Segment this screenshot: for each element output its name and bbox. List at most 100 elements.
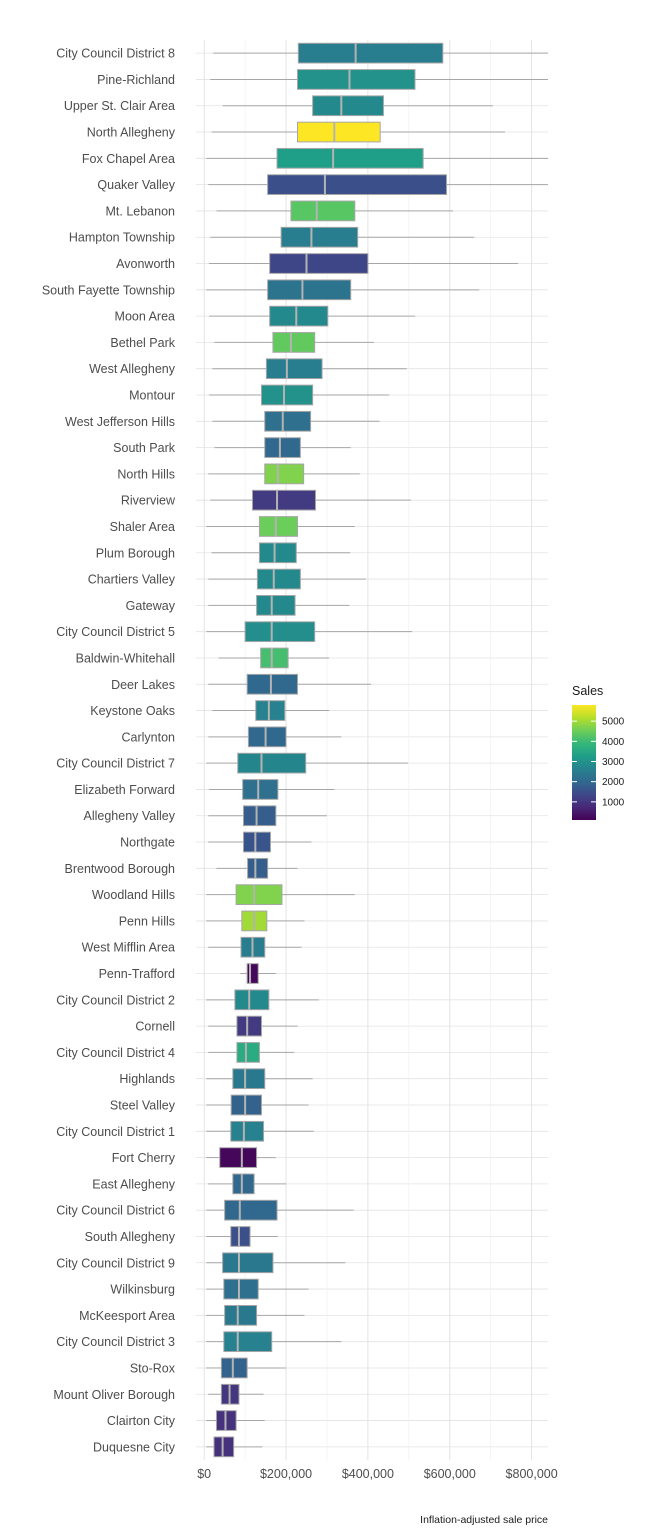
category-label: Avonworth xyxy=(116,257,175,271)
category-label: North Allegheny xyxy=(87,126,176,140)
box-iqr xyxy=(290,200,356,222)
category-label: Mount Oliver Borough xyxy=(53,1388,175,1402)
box-south-allegheny xyxy=(206,1226,278,1247)
category-label: Penn-Trafford xyxy=(99,967,175,981)
category-label: Deer Lakes xyxy=(111,678,175,692)
box-shaler-area xyxy=(206,516,355,537)
box-west-mifflin-area xyxy=(208,936,302,958)
category-label: Quaker Valley xyxy=(97,178,175,192)
box-city-council-district-3 xyxy=(206,1331,342,1353)
box-iqr xyxy=(247,857,269,879)
box-iqr xyxy=(269,253,369,274)
box-deer-lakes xyxy=(208,673,372,695)
box-city-council-district-4 xyxy=(208,1042,295,1063)
box-city-council-district-9 xyxy=(206,1252,346,1274)
box-iqr xyxy=(223,1331,273,1353)
category-label: City Council District 2 xyxy=(56,993,175,1007)
box-city-council-district-1 xyxy=(206,1120,314,1142)
box-north-allegheny xyxy=(211,121,506,143)
box-iqr xyxy=(219,1147,258,1168)
category-label: East Allegheny xyxy=(92,1177,175,1191)
box-iqr xyxy=(224,1305,258,1326)
category-label: Plum Borough xyxy=(96,546,175,560)
category-label: City Council District 7 xyxy=(56,757,175,771)
category-label: Woodland Hills xyxy=(92,888,175,902)
category-label: Fort Cherry xyxy=(112,1151,176,1165)
box-iqr xyxy=(312,95,384,117)
category-label: City Council District 9 xyxy=(56,1256,175,1270)
box-cornell xyxy=(208,1015,298,1037)
x-tick-label: $600,000 xyxy=(424,1467,476,1481)
x-axis-ticks: $0 $200,000 $400,000 $600,000 $800,000 xyxy=(197,1467,558,1481)
category-label: Montour xyxy=(129,389,175,403)
box-iqr xyxy=(247,726,287,748)
category-label: Moon Area xyxy=(115,310,176,324)
box-mt-lebanon xyxy=(216,200,454,222)
box-iqr xyxy=(242,805,277,827)
box-iqr xyxy=(222,1252,274,1274)
box-iqr xyxy=(230,1226,251,1247)
legend-tick-label: 5000 xyxy=(602,717,625,728)
box-iqr xyxy=(232,1068,266,1090)
box-south-park xyxy=(214,437,351,458)
x-axis-title: Inflation-adjusted sale price xyxy=(420,1514,548,1526)
category-label: Hampton Township xyxy=(69,231,175,245)
box-iqr xyxy=(267,174,447,195)
box-iqr xyxy=(223,1278,259,1300)
category-label: Gateway xyxy=(126,599,176,613)
box-iqr xyxy=(251,489,317,511)
x-tick-label: $800,000 xyxy=(506,1467,558,1481)
category-label: McKeesport Area xyxy=(79,1309,175,1323)
category-label: Wilkinsburg xyxy=(110,1283,175,1297)
box-iqr xyxy=(269,305,329,327)
box-wilkinsburg xyxy=(206,1278,309,1300)
box-iqr xyxy=(258,516,299,537)
box-highlands xyxy=(206,1068,313,1090)
box-city-council-district-6 xyxy=(206,1199,354,1221)
box-hampton-township xyxy=(210,226,475,248)
box-baldwin-whitehall xyxy=(218,647,330,669)
box-iqr xyxy=(246,963,259,984)
category-labels: City Council District 8 Pine-Richland Uppe… xyxy=(42,47,176,1455)
box-mckeesport-area xyxy=(206,1305,305,1326)
box-iqr xyxy=(242,831,271,853)
box-clairton-city xyxy=(206,1410,265,1431)
box-riverview xyxy=(210,489,411,511)
box-iqr xyxy=(256,595,296,616)
box-upper-st-clair-area xyxy=(222,95,493,117)
legend-tick-label: 1000 xyxy=(602,797,625,808)
box-fort-cherry xyxy=(206,1147,276,1168)
box-iqr xyxy=(236,1042,260,1063)
box-iqr xyxy=(264,437,301,458)
box-allegheny-valley xyxy=(208,805,327,827)
category-label: Pine-Richland xyxy=(97,73,175,87)
x-tick-label: $200,000 xyxy=(260,1467,312,1481)
box-iqr xyxy=(260,384,314,406)
box-mount-oliver-borough xyxy=(208,1383,264,1405)
box-iqr xyxy=(258,542,297,564)
x-tick-label: $0 xyxy=(197,1467,211,1481)
category-label: Sto-Rox xyxy=(130,1361,176,1375)
box-iqr xyxy=(236,1015,262,1037)
category-label: Elizabeth Forward xyxy=(74,783,175,797)
category-label: Bethel Park xyxy=(110,336,175,350)
category-label: Northgate xyxy=(120,836,175,850)
box-brentwood-borough xyxy=(216,857,298,879)
box-north-hills xyxy=(208,463,360,485)
legend-tick-label: 2000 xyxy=(602,777,625,788)
category-label: Shaler Area xyxy=(110,520,175,534)
box-iqr xyxy=(264,410,312,432)
box-iqr xyxy=(256,568,301,590)
box-iqr xyxy=(234,989,270,1011)
box-iqr xyxy=(242,779,279,800)
category-label: Carlynton xyxy=(122,730,176,744)
category-label: North Hills xyxy=(117,467,175,481)
box-iqr xyxy=(255,700,286,721)
category-label: City Council District 8 xyxy=(56,47,175,61)
category-label: West Jefferson Hills xyxy=(65,415,175,429)
box-iqr xyxy=(272,332,316,353)
box-iqr xyxy=(260,647,289,669)
category-label: City Council District 6 xyxy=(56,1204,175,1218)
category-label: Upper St. Clair Area xyxy=(64,99,175,113)
